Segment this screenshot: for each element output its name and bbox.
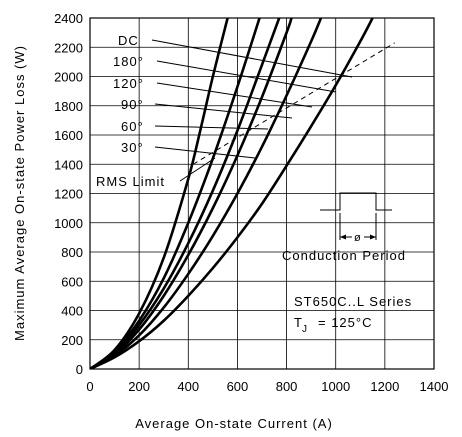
leader-line-2	[156, 82, 313, 108]
y-tick-label-6: 1200	[54, 187, 83, 202]
curve-120-3	[90, 18, 293, 369]
y-axis-label: Maximum Average On-state Power Loss (W)	[12, 45, 27, 341]
rms-limit-line	[192, 42, 395, 165]
y-tick-label-0: 0	[76, 362, 83, 377]
plot-border	[89, 17, 435, 370]
y-tick-label-9: 1800	[54, 99, 83, 114]
label-180: 180°	[113, 54, 144, 69]
y-tick-labels: 0 200 400 600 800 1000 1200 1400 1600 1800 2000 220…	[54, 11, 83, 377]
y-tick-label-12: 2400	[54, 11, 83, 26]
y-tick-label-10: 2000	[54, 70, 83, 85]
y-tick-label-2: 400	[61, 304, 83, 319]
y-tick-label-7: 1400	[54, 157, 83, 172]
curve-180-4	[90, 18, 323, 369]
x-tick-label-0: 0	[86, 379, 93, 394]
x-tick-label-7: 1400	[420, 379, 449, 394]
x-tick-label-3: 600	[227, 379, 249, 394]
rms-limit-label: RMS Limit	[96, 174, 165, 189]
y-tick-label-5: 1000	[54, 216, 83, 231]
x-tick-label-5: 1000	[321, 379, 350, 394]
y-tick-label-1: 200	[61, 333, 83, 348]
conduction-period-diagram: ø	[320, 192, 392, 244]
curves-group	[90, 18, 395, 369]
leader-line-1	[156, 60, 337, 93]
y-tick-label-11: 2200	[54, 40, 83, 55]
y-tick-label-4: 800	[61, 245, 83, 260]
x-tick-label-4: 800	[276, 379, 298, 394]
y-tick-label-3: 600	[61, 274, 83, 289]
label-60: 60°	[121, 119, 144, 134]
leader-line-4	[154, 125, 269, 130]
series-label: ST650C..L Series	[294, 294, 412, 309]
curve-DC-5	[90, 18, 374, 369]
leader-line-3	[154, 103, 293, 119]
grid-lines	[89, 17, 435, 370]
curve-30-0	[90, 18, 229, 369]
conduction-symbol: ø	[354, 232, 362, 244]
conduction-period-label: Conduction Period	[282, 248, 406, 263]
x-tick-labels: 0 200 400 600 800 1000 1200 1400	[86, 379, 448, 394]
tj-label: T	[294, 315, 303, 330]
label-120: 120°	[113, 76, 144, 91]
leader-line-0	[151, 39, 353, 78]
leader-line-6	[179, 157, 216, 182]
x-tick-label-1: 200	[128, 379, 150, 394]
x-tick-label-6: 1200	[370, 379, 399, 394]
x-tick-label-2: 400	[177, 379, 199, 394]
label-90: 90°	[121, 97, 144, 112]
leader-line-5	[154, 146, 256, 159]
tj-subscript: J	[302, 324, 308, 335]
label-dc: DC	[118, 33, 139, 48]
curve-90-2	[90, 18, 281, 369]
leader-lines	[151, 39, 353, 182]
label-30: 30°	[121, 140, 144, 155]
x-axis-label: Average On-state Current (A)	[135, 416, 333, 431]
plot-frame	[89, 17, 435, 370]
tj-value: = 125°C	[318, 315, 372, 330]
y-tick-label-8: 1600	[54, 128, 83, 143]
